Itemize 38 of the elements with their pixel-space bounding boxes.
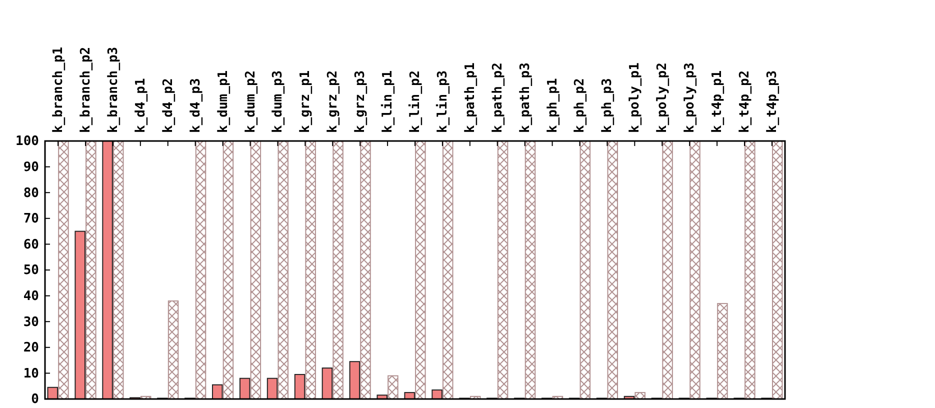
y-tick-label: 90	[23, 160, 40, 175]
x-tick-label: k_d4_p2	[160, 78, 176, 133]
x-tick-label: k_lin_p1	[380, 70, 396, 133]
x-tick-label: k_grz_p3	[353, 70, 368, 133]
x-tick-label: k_path_p1	[462, 62, 478, 133]
x-tick-label: k_ph_p3	[600, 78, 616, 133]
x-tick-label: k_branch_p1	[51, 46, 66, 133]
y-tick-label: 50	[23, 263, 40, 278]
y-tick-label: 40	[23, 288, 40, 304]
x-tick-label: k_ph_p2	[572, 78, 588, 133]
y-tick-label: 30	[23, 314, 40, 330]
y-tick-label: 70	[23, 212, 40, 227]
x-tick-label: k_t4p_p1	[710, 70, 726, 133]
x-tick-label: k_d4_p1	[133, 78, 148, 133]
y-tick-label: 100	[16, 134, 40, 150]
y-tick-label: 80	[23, 186, 40, 201]
x-tick-label: k_grz_p2	[326, 70, 341, 133]
x-tick-label: k_lin_p2	[408, 70, 423, 133]
y-tick-label: 0	[31, 392, 40, 408]
x-tick-label: k_branch_p2	[78, 46, 94, 133]
x-tick-label: k_path_p2	[490, 62, 506, 133]
x-tick-label: k_lin_p3	[435, 70, 450, 133]
x-tick-label: k_t4p_p2	[738, 70, 752, 133]
x-tick-label: k_path_p3	[518, 62, 533, 133]
x-tick-label: k_grz_p1	[298, 70, 314, 133]
x-tick-label: k_poly_p3	[682, 62, 698, 133]
x-tick-label: k_dum_p1	[216, 70, 231, 133]
x-tick-label: k_t4p_p3	[764, 70, 780, 133]
y-tick-label: 10	[23, 366, 40, 382]
x-tick-label: k_ph_p1	[545, 78, 560, 133]
y-tick-label: 60	[23, 237, 40, 252]
x-tick-label: k_d4_p3	[188, 78, 204, 133]
x-tick-label: k_branch_p3	[106, 46, 121, 133]
y-tick-label: 20	[23, 340, 40, 356]
x-tick-label: k_dum_p2	[243, 70, 258, 133]
x-tick-label: k_poly_p1	[628, 62, 643, 133]
x-tick-label: k_dum_p3	[270, 70, 286, 133]
x-tick-label: k_poly_p2	[655, 62, 670, 133]
